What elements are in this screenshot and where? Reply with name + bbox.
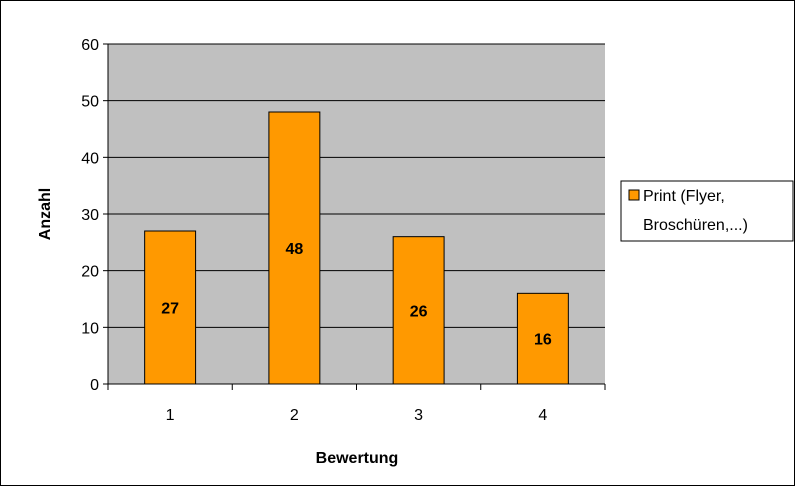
y-tick-label: 50: [81, 94, 99, 111]
y-ticks: 0 10 20 30 40 50 60: [81, 37, 108, 394]
y-tick-label: 20: [81, 264, 99, 281]
legend-label-line-1: Print (Flyer,: [643, 188, 725, 205]
bar-value-label: 26: [410, 303, 428, 320]
x-tick-label: 1: [166, 407, 175, 424]
x-tick-label: 2: [290, 407, 299, 424]
legend-box: [620, 180, 794, 242]
bar-value-label: 27: [161, 301, 179, 318]
y-tick-label: 30: [81, 207, 99, 224]
data-labels: 27 48 26 16: [161, 241, 552, 349]
y-tick-label: 0: [90, 377, 99, 394]
x-tick-label: 4: [538, 407, 547, 424]
legend-label-line-2: Broschüren,...): [643, 217, 748, 234]
y-axis-title: Anzahl: [37, 188, 54, 240]
y-tick-label: 40: [81, 150, 99, 167]
legend-swatch: [628, 189, 640, 201]
y-tick-label: 10: [81, 320, 99, 337]
x-ticks: 1 2 3 4: [107, 384, 606, 424]
legend: Print (Flyer, Broschüren,...): [620, 180, 794, 242]
x-axis-title: Bewertung: [316, 450, 399, 467]
bars: [144, 111, 569, 385]
bar-value-label: 48: [285, 241, 303, 258]
x-tick-label: 3: [414, 407, 423, 424]
bar-value-label: 16: [534, 332, 552, 349]
y-tick-label: 60: [81, 37, 99, 54]
